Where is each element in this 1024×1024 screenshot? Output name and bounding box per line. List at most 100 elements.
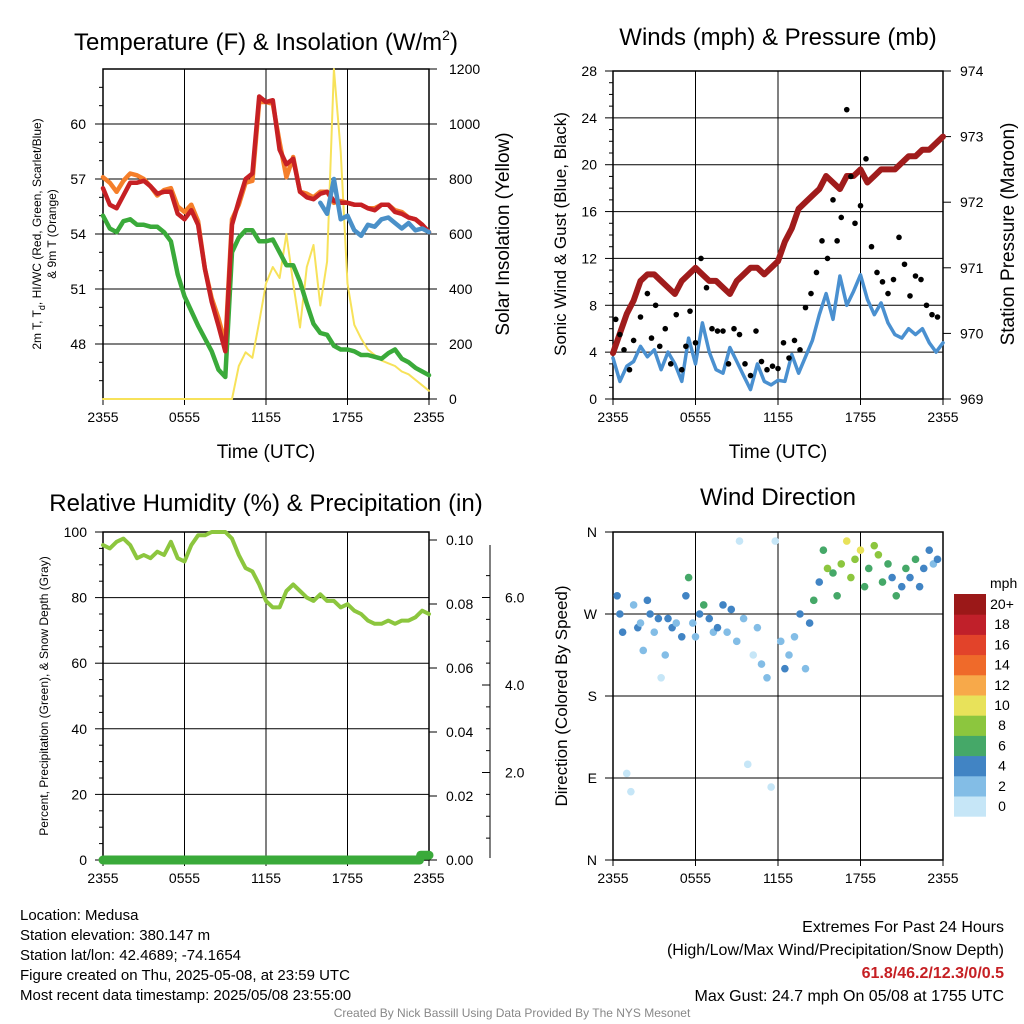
temp-x-tick-label: 1755 <box>332 409 363 425</box>
location-text: Location: Medusa <box>20 907 139 924</box>
dir-grid <box>612 531 944 861</box>
colorbar-label: 10 <box>994 697 1010 713</box>
direction-point <box>763 673 771 682</box>
wind-y-right-tick-label: 972 <box>960 194 984 210</box>
wind-grid <box>612 70 944 400</box>
wind-y-right-axis-label: Station Pressure (Maroon) <box>998 123 1019 346</box>
direction-point <box>682 591 690 600</box>
gust-point <box>896 234 902 241</box>
direction-point <box>677 632 686 641</box>
direction-point <box>727 605 736 614</box>
gust-point <box>863 156 869 162</box>
rh-precip-tick-label: 0.02 <box>446 788 473 804</box>
gust-point <box>808 290 814 297</box>
dir-y-tick-label: S <box>588 688 597 704</box>
gust-point <box>637 314 644 320</box>
temp-y-axis-label-line2: & 9m T (Orange) <box>45 189 59 279</box>
temp-y-tick-label: 51 <box>70 281 86 297</box>
wind-y-tick-label: 20 <box>581 157 597 173</box>
gust-point <box>838 214 845 221</box>
temp-y-right-tick-label: 200 <box>449 336 473 352</box>
gust-point <box>813 269 820 276</box>
gust-point <box>780 339 787 346</box>
dir-x-tick-label: 2355 <box>927 870 958 886</box>
wind-y-right-tick-label: 970 <box>960 325 984 341</box>
temp-y-right-tick-label: 600 <box>449 226 473 242</box>
rh-y-axis-label: Percent, Precipitation (Green), & Snow D… <box>37 556 51 835</box>
gust-point <box>736 331 743 338</box>
temp-grid <box>102 68 430 400</box>
wind-x-tick-label: 1155 <box>763 409 793 425</box>
direction-point <box>627 787 635 796</box>
rh-y-tick-label: 40 <box>71 721 87 737</box>
direction-point <box>719 601 727 609</box>
direction-point <box>654 614 663 623</box>
colorbar-swatch <box>954 796 986 817</box>
rh-snow-tick-label: 2.0 <box>505 765 525 781</box>
direction-point <box>650 628 659 637</box>
colorbar-swatch <box>954 695 986 716</box>
wind-x-tick-label: 2355 <box>927 409 958 425</box>
rh-precip-tick-label: 0.10 <box>446 532 473 548</box>
dir-panel-title: Wind Direction <box>700 484 856 511</box>
wind-y-tick-label: 0 <box>589 391 597 407</box>
direction-point <box>796 610 804 618</box>
wind-y-right-tick-label: 971 <box>960 260 984 276</box>
direction-point <box>847 573 855 582</box>
gust-point <box>824 255 831 262</box>
dir-y-tick-label: N <box>587 524 597 540</box>
gust-point <box>907 293 913 299</box>
gust-point <box>709 325 715 332</box>
direction-point <box>790 632 799 641</box>
colorbar-swatch <box>954 775 986 797</box>
rh-y-tick-label: 80 <box>71 590 87 606</box>
direction-point <box>809 596 818 605</box>
gust-point <box>830 197 836 203</box>
direction-point <box>743 760 752 769</box>
rh-precip-tick-label: 0.06 <box>446 660 473 676</box>
direction-point <box>713 623 722 632</box>
gust-point <box>912 273 919 279</box>
gust-point <box>612 316 619 323</box>
temp-y-axis-label: 2m T, Td, HI/WC (Red, Green, Scarlet/Blu… <box>30 118 47 349</box>
wind-series-sonic <box>611 273 945 392</box>
direction-point <box>771 537 780 545</box>
rh-snow-tick-label: 4.0 <box>505 677 525 693</box>
colorbar-swatch <box>954 735 986 757</box>
gust-point <box>769 363 776 370</box>
colorbar-label: 6 <box>998 737 1006 753</box>
temp-y-tick-label: 60 <box>70 116 86 132</box>
direction-point <box>851 555 859 564</box>
gust-point <box>703 284 710 291</box>
direction-point <box>860 582 869 591</box>
wind-y-tick-label: 12 <box>581 250 597 266</box>
temp-series-temp <box>100 94 432 354</box>
gust-point <box>617 331 623 338</box>
temp-y-right-tick-label: 800 <box>449 171 473 187</box>
gust-point <box>753 328 759 334</box>
direction-point <box>661 651 670 659</box>
rh-x-tick-label: 2355 <box>413 870 444 886</box>
rh-grid <box>102 531 430 861</box>
colorbar-label: 2 <box>998 778 1006 794</box>
rh-x-tick-label: 1155 <box>251 870 281 886</box>
dir-x-tick-label: 2355 <box>597 870 628 886</box>
direction-point <box>925 546 934 555</box>
gust-point <box>918 276 924 283</box>
wind-x-tick-label: 2355 <box>597 409 628 425</box>
rh-panel-title: Relative Humidity (%) & Precipitation (i… <box>49 490 482 517</box>
dir-y-axis-label: Direction (Colored By Speed) <box>552 585 571 806</box>
credit-text: Created By Nick Bassill Using Data Provi… <box>333 1006 691 1020</box>
direction-point <box>856 546 865 555</box>
gust-point <box>852 220 858 227</box>
gust-point <box>786 355 792 361</box>
gust-point <box>673 311 680 318</box>
direction-point <box>688 619 697 627</box>
wind-y-tick-label: 16 <box>581 204 597 220</box>
direction-point <box>691 632 700 641</box>
temp-y-right-axis-label: Solar Insolation (Yellow) <box>493 132 514 335</box>
wind-y-axis-label: Sonic Wind & Gust (Blue, Black) <box>551 112 570 356</box>
direction-point <box>684 573 693 582</box>
title-main: Temperature (F) & Insolation (W/m <box>74 29 442 56</box>
